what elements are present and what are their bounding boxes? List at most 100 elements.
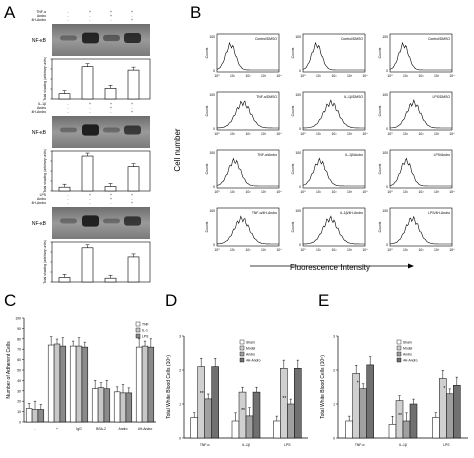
histogram-xtick: 10⁴ xyxy=(276,74,282,78)
chart-legend-label: Model xyxy=(403,347,412,351)
blot-sign: + xyxy=(89,10,91,14)
chart-significance-mark: ** xyxy=(200,391,204,397)
histogram-xtick: 10⁰ xyxy=(387,190,393,194)
histogram-ytick: 100 xyxy=(382,93,388,97)
histogram-xtick: 10² xyxy=(332,190,338,194)
blot-sign: - xyxy=(67,193,68,197)
blot-sign: - xyxy=(67,102,68,106)
histogram-frame xyxy=(302,149,366,189)
histogram-xtick: 10⁰ xyxy=(387,132,393,136)
chart-bar xyxy=(75,345,83,423)
chart-bar xyxy=(69,345,77,423)
histogram-curve xyxy=(302,41,365,71)
histogram-frame xyxy=(389,33,453,73)
blot-chart-ylabel: Total shading (arbitrary units) xyxy=(43,57,47,101)
panel-b-ylabel: Cell number xyxy=(173,128,182,171)
chart-ytick-label: 90 xyxy=(17,327,21,331)
histogram-ytick: 100 xyxy=(295,35,301,39)
histogram-xtick: 10⁰ xyxy=(387,248,393,252)
histogram-xtick: 10³ xyxy=(261,190,267,194)
histogram-condition-label: LPS/DMSO xyxy=(432,95,450,99)
panel-d-wbc-chart: 0 1 2 3 Total White Blood Cells (10⁵) TNF-α **… xyxy=(166,335,308,447)
blot-band-label: NF-κB xyxy=(32,38,47,44)
histogram-curve xyxy=(302,99,365,129)
blot-band-label: NF-κB xyxy=(32,130,47,136)
chart-legend-swatch xyxy=(396,351,402,357)
histogram-xtick: 10³ xyxy=(261,248,267,252)
blot-sign: + xyxy=(110,197,112,201)
chart-category-label: 4H-Andro xyxy=(138,427,153,431)
blot-band xyxy=(124,216,141,226)
histogram-xtick: 10⁴ xyxy=(276,132,282,136)
histogram-frame xyxy=(389,91,453,131)
chart-ytick-label: 2 xyxy=(333,369,335,373)
histogram-xtick: 10¹ xyxy=(230,74,236,78)
histogram-curve xyxy=(216,41,279,71)
chart-category-label: LPS xyxy=(284,443,291,447)
histogram-xtick: 10³ xyxy=(434,248,440,252)
histogram-ylabel: Counts xyxy=(378,163,382,174)
histogram-xtick: 10³ xyxy=(347,74,353,78)
histogram-condition-label: LPS/Andro xyxy=(434,153,451,157)
chart-category-label: + xyxy=(56,427,58,431)
panel-b-flow-histograms: Cell number Fluorescence Intensity Contr… xyxy=(173,33,455,272)
histogram-xtick: 10⁴ xyxy=(449,190,455,194)
blot-sign: - xyxy=(67,110,68,114)
histogram-condition-label: TNF-α/4H-Andro xyxy=(252,211,277,215)
chart-bar xyxy=(409,403,418,439)
histogram-ytick: 0 xyxy=(213,185,215,189)
chart-legend-label: Sham xyxy=(403,341,412,345)
chart-bar xyxy=(119,392,127,423)
chart-bar xyxy=(252,391,261,439)
chart-bar xyxy=(273,420,281,439)
blot-band xyxy=(124,32,141,44)
chart-legend-swatch xyxy=(396,345,402,351)
histogram-frame xyxy=(389,207,453,247)
histogram-ytick: 0 xyxy=(386,69,388,73)
blot-sign: - xyxy=(67,201,68,205)
histogram-xtick: 10² xyxy=(246,74,252,78)
histogram-curve xyxy=(302,157,365,187)
chart-bar xyxy=(47,344,55,423)
chart-bar xyxy=(211,366,219,439)
blot-sign: - xyxy=(131,106,132,110)
chart-bar xyxy=(53,343,61,423)
chart-bar xyxy=(245,415,254,439)
chart-bar xyxy=(190,417,198,439)
chart-legend-label: Andro xyxy=(403,353,412,357)
histogram-xtick: 10⁰ xyxy=(214,74,220,78)
histogram-xtick: 10⁴ xyxy=(362,132,368,136)
histogram-xtick: 10⁴ xyxy=(362,248,368,252)
blot-sign: + xyxy=(110,14,112,18)
chart-legend-label: IL-1 xyxy=(142,329,148,333)
histogram-ylabel: Counts xyxy=(205,221,209,232)
blot-condition-label: LPS xyxy=(40,193,47,197)
chart-ytick-label: 70 xyxy=(17,348,21,352)
histogram-xtick: 10² xyxy=(332,248,338,252)
histogram-xtick: 10² xyxy=(246,248,252,252)
chart-bar xyxy=(280,368,288,439)
chart-category-label: TNF-α xyxy=(200,443,210,447)
blot-sign: - xyxy=(67,197,68,201)
chart-category-label: LPS xyxy=(443,443,450,447)
blot-sign: - xyxy=(110,201,111,205)
blot-sign: + xyxy=(89,193,91,197)
chart-ytick-label: 3 xyxy=(333,335,335,339)
chart-bar xyxy=(59,345,67,423)
histogram-ytick: 0 xyxy=(213,127,215,131)
histogram-curve xyxy=(389,215,452,245)
chart-ytick-label: 30 xyxy=(17,389,21,393)
panel-label-d: D xyxy=(165,291,177,310)
histogram-ytick: 100 xyxy=(295,209,301,213)
panel-label-c: C xyxy=(4,291,16,310)
chart-bar xyxy=(345,420,353,439)
chart-significance-mark: ** xyxy=(282,396,286,402)
histogram-xtick: 10¹ xyxy=(230,132,236,136)
histogram-xtick: 10¹ xyxy=(316,74,322,78)
histogram-curve xyxy=(216,100,279,129)
histogram-xtick: 10⁴ xyxy=(276,248,282,252)
chart-bar xyxy=(103,388,111,423)
histogram-frame xyxy=(302,207,366,247)
chart-bar xyxy=(453,385,461,439)
